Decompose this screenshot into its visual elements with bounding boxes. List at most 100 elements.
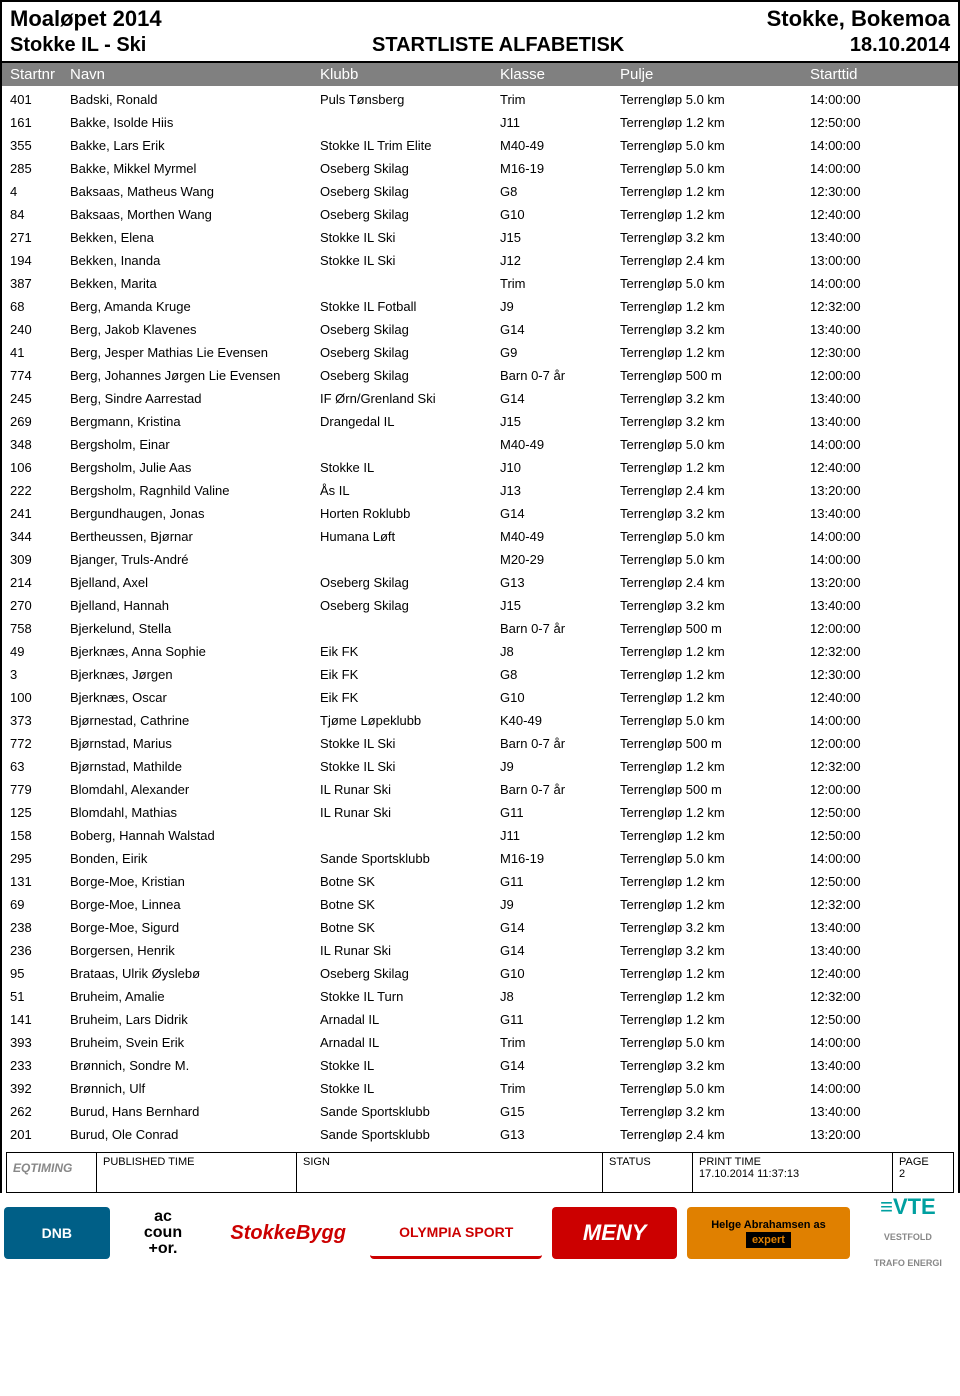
cell-klubb: Eik FK — [320, 644, 500, 659]
cell-tid: 13:40:00 — [810, 920, 890, 935]
table-row: 158Boberg, Hannah WalstadJ11Terrengløp 1… — [10, 824, 950, 847]
table-row: 63Bjørnstad, MathildeStokke IL SkiJ9Terr… — [10, 755, 950, 778]
table-row: 348Bergsholm, EinarM40-49Terrengløp 5.0 … — [10, 433, 950, 456]
page-number: PAGE 2 — [893, 1153, 953, 1192]
cell-klubb: Stokke IL Ski — [320, 759, 500, 774]
cell-klubb: Stokke IL Ski — [320, 253, 500, 268]
cell-pulje: Terrengløp 3.2 km — [620, 230, 810, 245]
cell-pulje: Terrengløp 500 m — [620, 736, 810, 751]
cell-klubb: Sande Sportsklubb — [320, 1104, 500, 1119]
cell-startnr: 240 — [10, 322, 70, 337]
cell-navn: Berg, Amanda Kruge — [70, 299, 320, 314]
cell-klasse: G14 — [500, 943, 620, 958]
cell-startnr: 401 — [10, 92, 70, 107]
col-klubb: Klubb — [320, 66, 500, 83]
cell-startnr: 262 — [10, 1104, 70, 1119]
cell-tid: 12:00:00 — [810, 736, 890, 751]
cell-navn: Bjanger, Truls-André — [70, 552, 320, 567]
cell-startnr: 387 — [10, 276, 70, 291]
cell-navn: Bergmann, Kristina — [70, 414, 320, 429]
cell-klasse: G15 — [500, 1104, 620, 1119]
cell-klubb — [320, 115, 500, 130]
cell-navn: Bjørnestad, Cathrine — [70, 713, 320, 728]
cell-startnr: 392 — [10, 1081, 70, 1096]
cell-tid: 14:00:00 — [810, 552, 890, 567]
cell-klasse: Trim — [500, 92, 620, 107]
cell-startnr: 201 — [10, 1127, 70, 1142]
table-row: 758Bjerkelund, StellaBarn 0-7 årTerrengl… — [10, 617, 950, 640]
cell-pulje: Terrengløp 5.0 km — [620, 92, 810, 107]
table-row: 41Berg, Jesper Mathias Lie EvensenOseber… — [10, 341, 950, 364]
cell-startnr: 158 — [10, 828, 70, 843]
cell-startnr: 373 — [10, 713, 70, 728]
table-row: 245Berg, Sindre AarrestadIF Ørn/Grenland… — [10, 387, 950, 410]
table-row: 100Bjerknæs, OscarEik FKG10Terrengløp 1.… — [10, 686, 950, 709]
cell-klasse: G14 — [500, 506, 620, 521]
cell-pulje: Terrengløp 1.2 km — [620, 345, 810, 360]
cell-klubb: Oseberg Skilag — [320, 207, 500, 222]
cell-pulje: Terrengløp 1.2 km — [620, 874, 810, 889]
cell-tid: 12:00:00 — [810, 782, 890, 797]
cell-pulje: Terrengløp 2.4 km — [620, 575, 810, 590]
header-top: Moaløpet 2014 Stokke, Bokemoa — [2, 2, 958, 32]
cell-klasse: G9 — [500, 345, 620, 360]
cell-klasse: G11 — [500, 1012, 620, 1027]
col-navn: Navn — [70, 66, 320, 83]
cell-klasse: Trim — [500, 1081, 620, 1096]
cell-klasse: Barn 0-7 år — [500, 782, 620, 797]
table-row: 233Brønnich, Sondre M.Stokke ILG14Terren… — [10, 1054, 950, 1077]
cell-klasse: M40-49 — [500, 437, 620, 452]
cell-navn: Bertheussen, Bjørnar — [70, 529, 320, 544]
cell-klasse: J12 — [500, 253, 620, 268]
table-row: 3Bjerknæs, JørgenEik FKG8Terrengløp 1.2 … — [10, 663, 950, 686]
col-pulje: Pulje — [620, 66, 810, 83]
cell-klasse: G8 — [500, 667, 620, 682]
cell-startnr: 241 — [10, 506, 70, 521]
cell-tid: 12:50:00 — [810, 874, 890, 889]
table-row: 285Bakke, Mikkel MyrmelOseberg SkilagM16… — [10, 157, 950, 180]
cell-pulje: Terrengløp 5.0 km — [620, 713, 810, 728]
cell-klasse: G10 — [500, 207, 620, 222]
cell-startnr: 4 — [10, 184, 70, 199]
cell-tid: 13:40:00 — [810, 1104, 890, 1119]
cell-pulje: Terrengløp 3.2 km — [620, 322, 810, 337]
cell-klubb: Tjøme Løpeklubb — [320, 713, 500, 728]
cell-pulje: Terrengløp 5.0 km — [620, 161, 810, 176]
print-time: PRINT TIME 17.10.2014 11:37:13 — [693, 1153, 893, 1192]
cell-pulje: Terrengløp 1.2 km — [620, 828, 810, 843]
cell-navn: Bjerknæs, Oscar — [70, 690, 320, 705]
cell-navn: Bonden, Eirik — [70, 851, 320, 866]
cell-klasse: Trim — [500, 276, 620, 291]
cell-klasse: J15 — [500, 598, 620, 613]
cell-pulje: Terrengløp 1.2 km — [620, 989, 810, 1004]
table-row: 214Bjelland, AxelOseberg SkilagG13Terren… — [10, 571, 950, 594]
table-row: 125Blomdahl, MathiasIL Runar SkiG11Terre… — [10, 801, 950, 824]
published-time: PUBLISHED TIME — [97, 1153, 297, 1192]
cell-navn: Burud, Ole Conrad — [70, 1127, 320, 1142]
cell-tid: 12:50:00 — [810, 115, 890, 130]
cell-tid: 12:30:00 — [810, 667, 890, 682]
table-row: 106Bergsholm, Julie AasStokke ILJ10Terre… — [10, 456, 950, 479]
cell-pulje: Terrengløp 3.2 km — [620, 414, 810, 429]
cell-klubb: Stokke IL — [320, 1081, 500, 1096]
cell-klasse: Barn 0-7 år — [500, 368, 620, 383]
table-row: 49Bjerknæs, Anna SophieEik FKJ8Terrenglø… — [10, 640, 950, 663]
table-row: 141Bruheim, Lars DidrikArnadal ILG11Terr… — [10, 1008, 950, 1031]
cell-klasse: M16-19 — [500, 851, 620, 866]
cell-navn: Burud, Hans Bernhard — [70, 1104, 320, 1119]
cell-klasse: J9 — [500, 897, 620, 912]
table-row: 241Bergundhaugen, JonasHorten RoklubbG14… — [10, 502, 950, 525]
cell-klubb: Stokke IL — [320, 460, 500, 475]
col-klasse: Klasse — [500, 66, 620, 83]
cell-klubb: Stokke IL Ski — [320, 736, 500, 751]
table-row: 772Bjørnstad, MariusStokke IL SkiBarn 0-… — [10, 732, 950, 755]
cell-klubb: IL Runar Ski — [320, 782, 500, 797]
cell-pulje: Terrengløp 3.2 km — [620, 506, 810, 521]
cell-klubb — [320, 437, 500, 452]
cell-tid: 13:00:00 — [810, 253, 890, 268]
cell-pulje: Terrengløp 5.0 km — [620, 437, 810, 452]
cell-klasse: G14 — [500, 322, 620, 337]
cell-klubb — [320, 552, 500, 567]
cell-klubb: Sande Sportsklubb — [320, 1127, 500, 1142]
cell-tid: 14:00:00 — [810, 92, 890, 107]
